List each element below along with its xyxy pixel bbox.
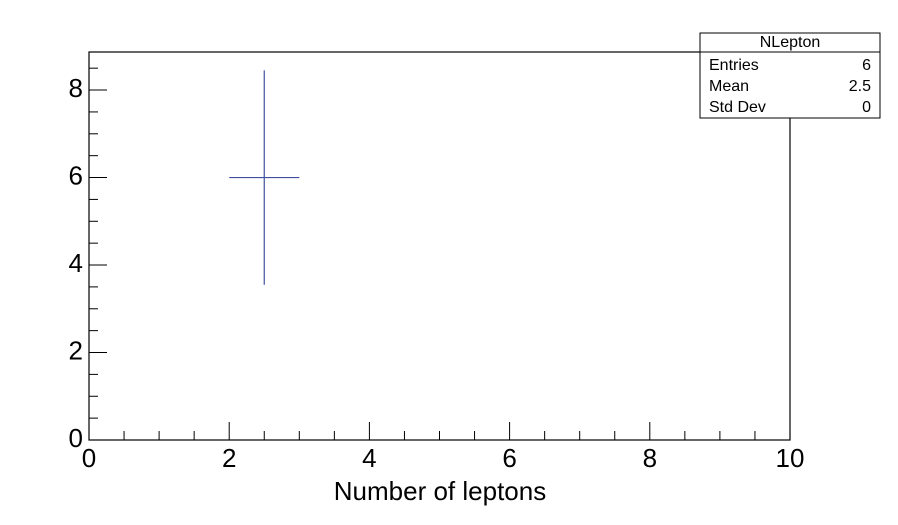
- x-tick-label: 0: [82, 443, 96, 473]
- stats-label: Std Dev: [709, 99, 766, 116]
- stats-label: Mean: [709, 78, 749, 95]
- y-tick-label: 6: [69, 160, 83, 190]
- x-tick-label: 4: [362, 443, 376, 473]
- stats-title: NLepton: [760, 34, 821, 51]
- x-tick-label: 10: [776, 443, 805, 473]
- y-tick-label: 4: [69, 248, 83, 278]
- y-tick-label: 2: [69, 335, 83, 365]
- x-tick-label: 8: [643, 443, 657, 473]
- stats-value: 2.5: [849, 78, 871, 95]
- stats-value: 6: [862, 57, 871, 74]
- x-tick-label: 2: [222, 443, 236, 473]
- stats-box: NLepton: [699, 32, 881, 119]
- x-axis-label: Number of leptons: [334, 476, 546, 506]
- stats-frame: [699, 32, 881, 119]
- stats-label: Entries: [709, 57, 759, 74]
- stats-value: 0: [862, 99, 871, 116]
- y-tick-label: 0: [69, 423, 83, 453]
- y-tick-label: 8: [69, 73, 83, 103]
- x-tick-label: 6: [502, 443, 516, 473]
